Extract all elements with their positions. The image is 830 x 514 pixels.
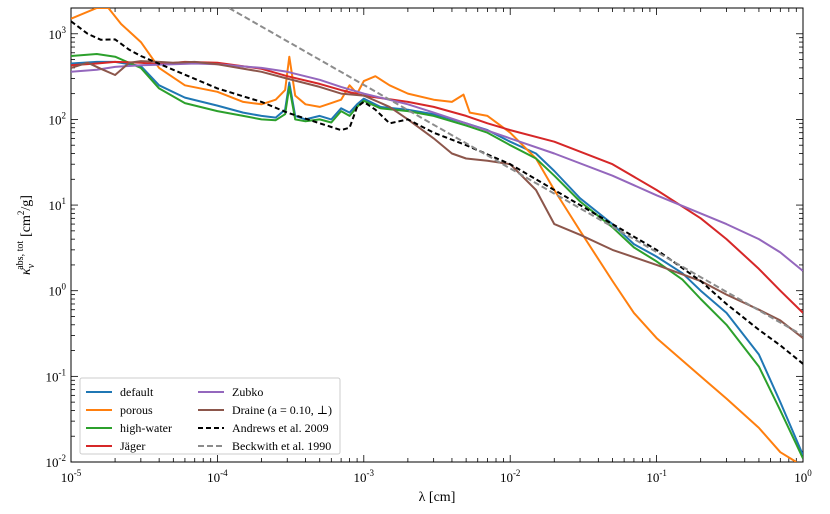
series-line-zubko bbox=[71, 62, 803, 272]
y-tick-label: 10-1 bbox=[46, 367, 67, 384]
y-axis-label-unit-end: /g] bbox=[19, 195, 34, 211]
y-axis-label-sub: ν bbox=[26, 263, 37, 268]
legend: default porous high-water Jäger Zubko Draine … bbox=[79, 377, 341, 455]
series-lines bbox=[71, 8, 803, 462]
legend-label-andrews-et-al-2009: Andrews et al. 2009 bbox=[232, 421, 329, 435]
y-axis-label-kappa: κ bbox=[19, 268, 34, 275]
series-line-andrews-et-al-2009 bbox=[71, 20, 803, 365]
y-axis-label-unit: [cm bbox=[19, 215, 34, 237]
y-tick-label: 100 bbox=[49, 282, 67, 299]
y-tick-label: 10-2 bbox=[46, 453, 67, 470]
legend-label-high-water: high-water bbox=[120, 421, 172, 435]
x-tick-labels: 10-5 10-4 10-3 10-2 10-1 100 bbox=[61, 468, 813, 485]
series-line-default bbox=[71, 60, 803, 456]
y-axis-label-unit-sup: 2 bbox=[16, 211, 26, 216]
y-tick-label: 102 bbox=[49, 110, 67, 127]
legend-label-default: default bbox=[120, 385, 154, 399]
legend-label-porous: porous bbox=[120, 403, 153, 417]
legend-label-draine-a-0-10: Draine (a = 0.10, ⊥) bbox=[232, 403, 332, 417]
series-line-porous bbox=[71, 8, 797, 462]
y-tick-label: 101 bbox=[49, 196, 67, 213]
legend-label-beckwith-et-al-1990: Beckwith et al. 1990 bbox=[232, 439, 331, 453]
series-line-draine-a-0-10 bbox=[71, 60, 803, 339]
y-tick-label: 103 bbox=[49, 25, 67, 42]
x-tick-label: 100 bbox=[794, 468, 812, 485]
legend-label-j-ger: Jäger bbox=[120, 439, 145, 453]
x-tick-label: 10-2 bbox=[500, 468, 521, 485]
legend-box bbox=[79, 377, 341, 455]
x-tick-label: 10-3 bbox=[354, 468, 375, 485]
legend-label-zubko: Zubko bbox=[232, 385, 263, 399]
y-axis-label: κνabs, tot [cm2/g] bbox=[15, 195, 37, 275]
x-tick-label: 10-1 bbox=[646, 468, 667, 485]
series-line-beckwith-et-al-1990 bbox=[228, 8, 803, 337]
x-tick-label: 10-4 bbox=[207, 468, 228, 485]
x-tick-label: 10-5 bbox=[61, 468, 82, 485]
y-axis-label-sup: abs, tot bbox=[15, 241, 26, 270]
y-tick-labels: 10-2 10-1 100 101 102 103 bbox=[46, 25, 67, 470]
x-axis-label: λ [cm] bbox=[419, 490, 456, 505]
